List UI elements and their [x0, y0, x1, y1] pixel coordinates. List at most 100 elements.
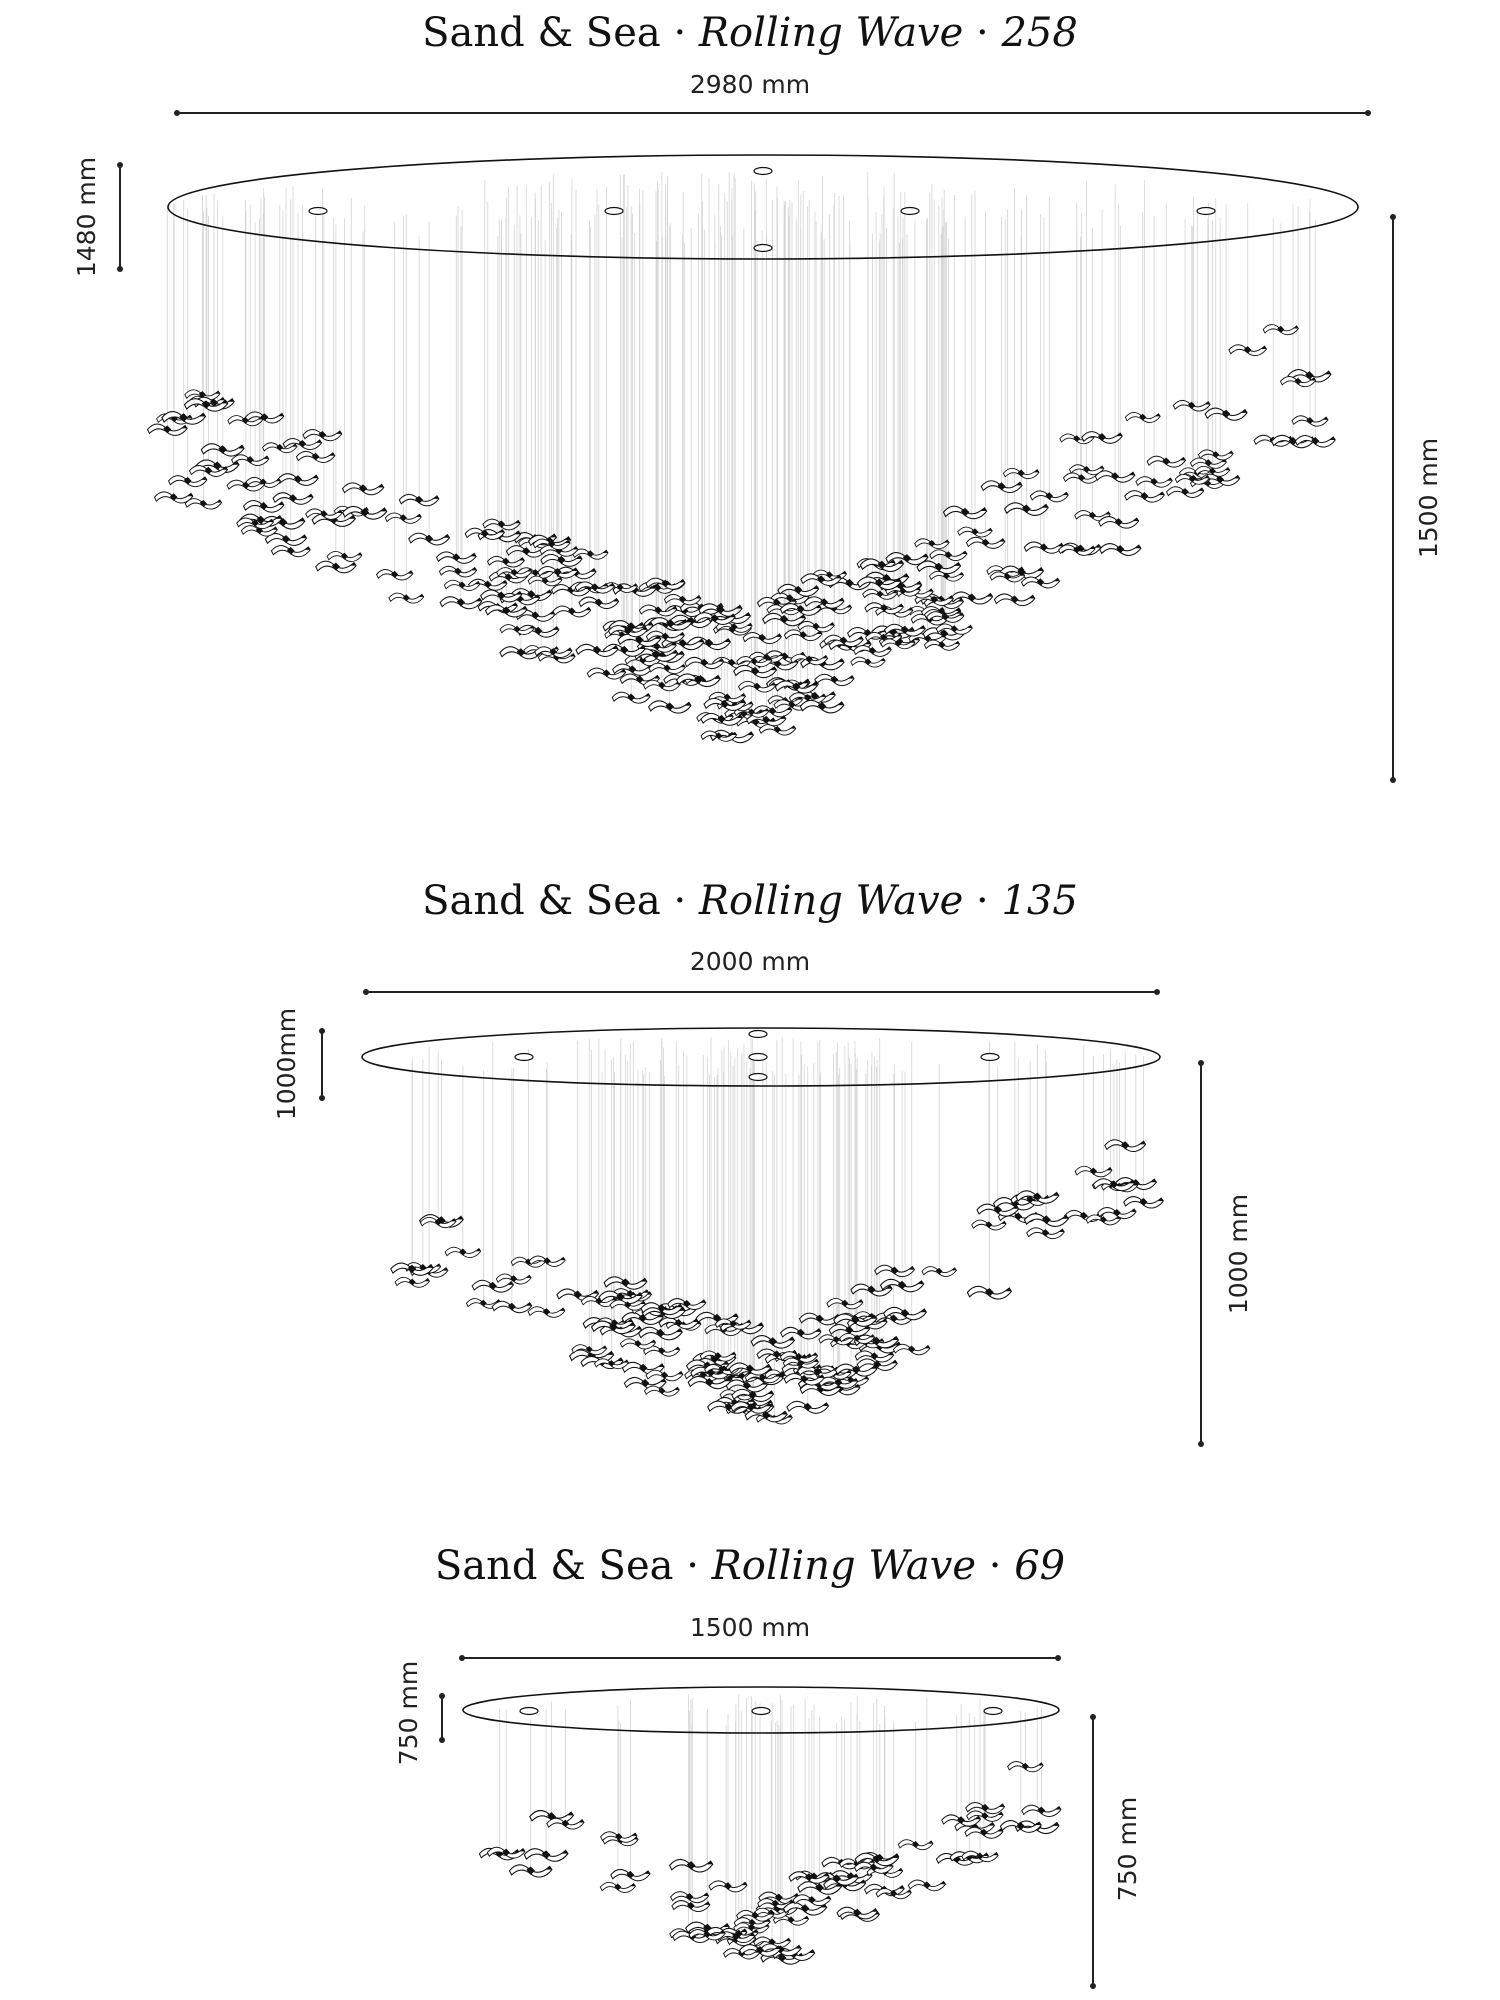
rolling-wave-ribbon-icon — [1123, 1196, 1164, 1209]
width-dimension-line-end — [1365, 110, 1371, 116]
canopy-mount-hole-icon — [748, 1029, 768, 1039]
rolling-wave-ribbon-icon — [874, 1264, 915, 1278]
drop-dimension-line-end — [1090, 1983, 1096, 1989]
canopy-height-dimension-line-end — [319, 1095, 325, 1101]
drop-dimension-line-end — [1390, 214, 1396, 220]
rolling-wave-ribbon-icon — [315, 560, 357, 574]
model-title-258: Sand & Sea · Rolling Wave · 258 — [422, 10, 1078, 56]
rolling-wave-ribbon-icon — [495, 1273, 532, 1285]
rolling-wave-ribbon-icon — [875, 1888, 912, 1900]
drop-dimension-line-end — [1090, 1714, 1096, 1720]
canopy-mount-hole-icon — [751, 1706, 771, 1716]
rolling-wave-ribbon-icon — [658, 1317, 699, 1330]
rolling-wave-ribbon-icon — [648, 662, 686, 675]
rolling-wave-ribbon-icon — [603, 1276, 648, 1290]
canopy-height-dimension-line-end — [117, 266, 123, 272]
rolling-wave-ribbon-icon — [893, 1343, 931, 1356]
rolling-wave-ribbon-icon — [242, 499, 285, 513]
rolling-wave-ribbon-icon — [277, 473, 319, 486]
rolling-wave-ribbon-icon — [980, 480, 1023, 494]
rolling-wave-ribbon-icon — [270, 545, 311, 558]
width-dimension-line-end — [363, 989, 369, 995]
rolling-wave-ribbon-icon — [1124, 490, 1165, 503]
rolling-wave-ribbon-icon — [1135, 476, 1173, 488]
rolling-wave-ribbon-icon — [1228, 344, 1267, 357]
canopy-mount-hole-icon — [980, 1052, 1000, 1062]
canopy-mount-hole-icon — [748, 1052, 768, 1062]
width-label-69: 1500 mm — [689, 1613, 811, 1642]
rolling-wave-ribbon-icon — [552, 605, 592, 618]
rolling-wave-ribbon-icon — [814, 673, 855, 687]
rolling-wave-ribbon-icon — [388, 592, 425, 604]
canopy-height-dimension-line-end — [319, 1028, 325, 1034]
drop-label-258: 1500 mm — [1414, 437, 1443, 559]
canopy-plate — [462, 1686, 1060, 1734]
rolling-wave-ribbon-icon — [272, 492, 314, 505]
rolling-wave-ribbon-icon — [1026, 1227, 1065, 1240]
width-dimension-line-end — [174, 110, 180, 116]
rolling-wave-ribbon-icon — [786, 1400, 830, 1414]
rolling-wave-ribbon-icon — [394, 1276, 430, 1288]
rolling-wave-ribbon-icon — [643, 679, 681, 692]
rolling-wave-ribbon-icon — [964, 1826, 1004, 1839]
rolling-wave-ribbon-icon — [670, 1891, 710, 1904]
drop-label-69: 750 mm — [1113, 1796, 1142, 1902]
canopy-height-dimension-line-end — [439, 1693, 445, 1699]
canopy-plate — [167, 154, 1359, 260]
rolling-wave-ribbon-icon — [326, 551, 363, 562]
rolling-wave-ribbon-icon — [923, 639, 961, 651]
rolling-wave-ribbon-icon — [1023, 1213, 1069, 1228]
rolling-wave-ribbon-icon — [1166, 486, 1205, 498]
rolling-wave-ribbon-icon — [676, 673, 721, 688]
canopy-mount-hole-icon — [753, 243, 773, 253]
rolling-wave-ribbon-icon — [438, 565, 478, 578]
rolling-wave-ribbon-icon — [853, 645, 892, 657]
canopy-height-label-135: 1000mm — [272, 1007, 301, 1121]
rolling-wave-ribbon-icon — [444, 1246, 482, 1258]
canopy-mount-hole-icon — [753, 166, 773, 176]
rolling-wave-ribbon-icon — [1058, 544, 1096, 556]
canopy-mount-hole-icon — [983, 1706, 1003, 1716]
rolling-wave-ribbon-icon — [971, 1219, 1007, 1231]
canopy-height-dimension-line-end — [117, 162, 123, 168]
rolling-wave-ribbon-icon — [1204, 407, 1248, 421]
rolling-wave-ribbon-icon — [168, 475, 208, 488]
rolling-wave-ribbon-icon — [439, 596, 483, 610]
rolling-wave-ribbon-icon — [783, 629, 823, 642]
canopy-mount-hole-icon — [1196, 206, 1216, 216]
width-dimension-line-end — [1154, 989, 1160, 995]
canopy-mount-hole-icon — [900, 206, 920, 216]
rolling-wave-ribbon-icon — [1021, 576, 1060, 589]
rolling-wave-ribbon-icon — [999, 1820, 1042, 1833]
rolling-wave-ribbon-icon — [599, 1881, 636, 1893]
rolling-wave-ribbon-icon — [1291, 415, 1329, 427]
rolling-wave-ribbon-icon — [398, 493, 440, 507]
rolling-wave-ribbon-icon — [342, 505, 388, 520]
rolling-wave-ribbon-icon — [609, 1299, 646, 1311]
rolling-wave-ribbon-icon — [184, 498, 223, 510]
rolling-wave-ribbon-icon — [897, 1839, 934, 1851]
rolling-wave-ribbon-icon — [262, 442, 298, 454]
rolling-wave-ribbon-icon — [295, 450, 336, 463]
width-label-258: 2980 mm — [689, 70, 811, 99]
rolling-wave-ribbon-icon — [578, 596, 620, 610]
canopy-height-dimension-line-end — [439, 1737, 445, 1743]
rolling-wave-ribbon-icon — [471, 1279, 514, 1293]
rolling-wave-ribbon-icon — [436, 551, 477, 564]
rolling-wave-ribbon-icon — [1029, 490, 1069, 503]
canopy-plate — [361, 1027, 1161, 1087]
drop-dimension-line-end — [1198, 1441, 1204, 1447]
rolling-wave-ribbon-icon — [976, 1203, 1020, 1217]
canopy-height-label-69: 750 mm — [394, 1660, 423, 1766]
rolling-wave-ribbon-icon — [1099, 543, 1142, 556]
width-label-135: 2000 mm — [689, 947, 811, 976]
rolling-wave-ribbon-icon — [1021, 1804, 1062, 1817]
rolling-wave-ribbon-icon — [408, 532, 451, 546]
rolling-wave-ribbon-icon — [907, 1879, 946, 1892]
rolling-wave-ribbon-icon — [826, 1297, 864, 1310]
rolling-wave-ribbon-icon — [384, 512, 422, 524]
rolling-wave-ribbon-icon — [993, 593, 1036, 607]
model-title-135: Sand & Sea · Rolling Wave · 135 — [422, 878, 1078, 924]
rolling-wave-ribbon-icon — [1098, 516, 1140, 529]
